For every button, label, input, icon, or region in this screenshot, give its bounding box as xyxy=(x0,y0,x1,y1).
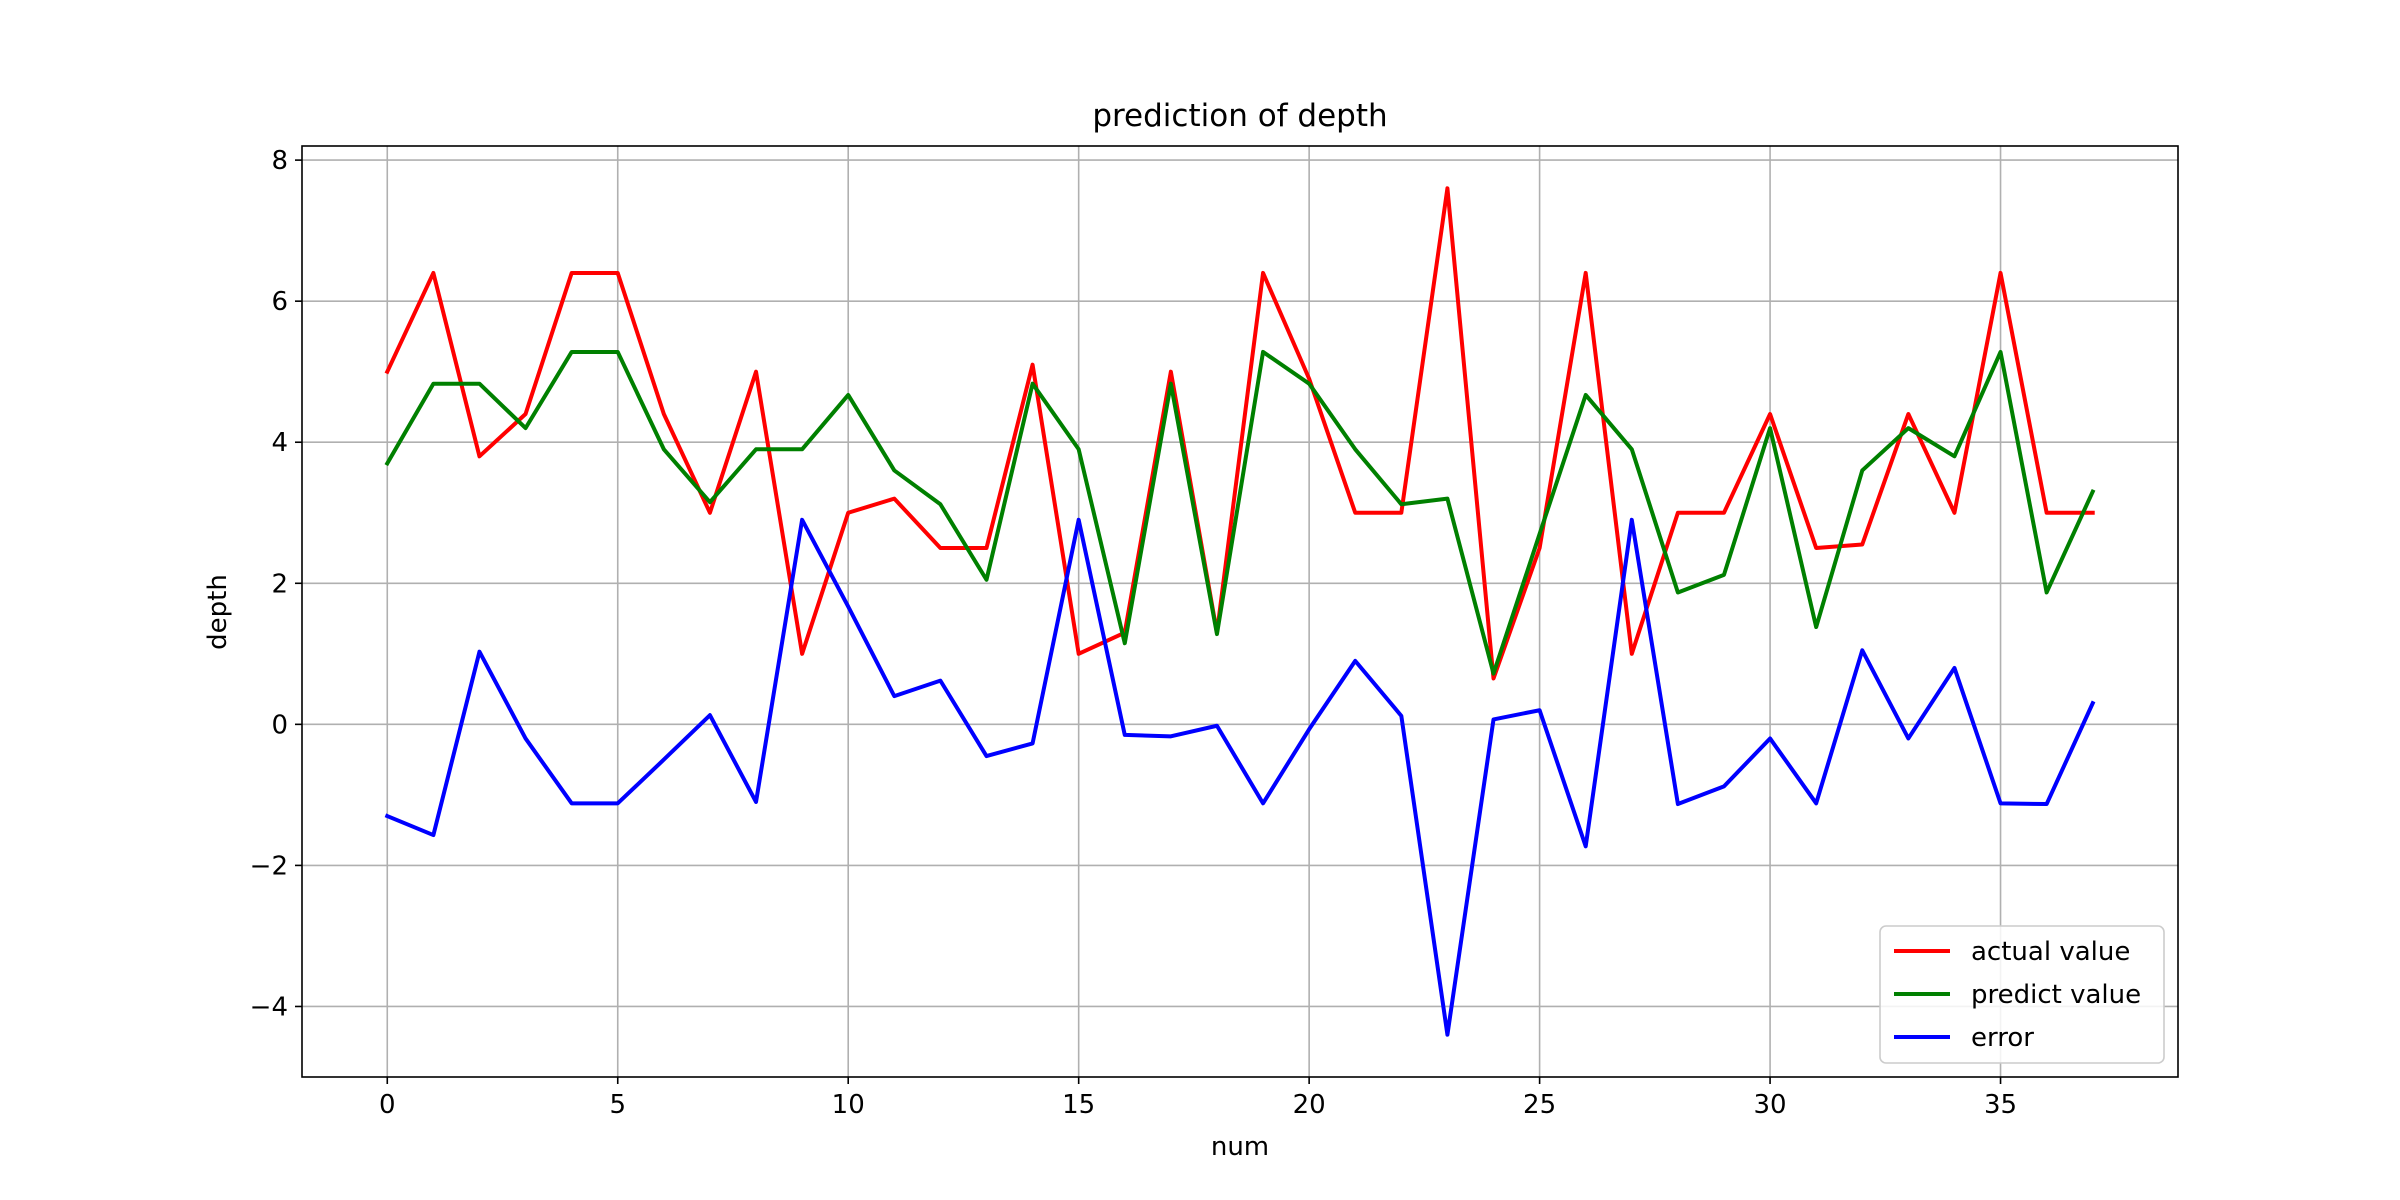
legend: actual value predict value error xyxy=(1879,925,2165,1064)
legend-label-predict: predict value xyxy=(1971,980,2141,1010)
y-tick-label: 2 xyxy=(271,569,288,599)
y-tick-label: 8 xyxy=(271,146,288,176)
chart-title: prediction of depth xyxy=(1092,98,1387,134)
x-tick-label: 35 xyxy=(1984,1090,2017,1120)
x-tick-label: 25 xyxy=(1523,1090,1556,1120)
y-tick-label: −4 xyxy=(250,992,288,1022)
predict-value-line xyxy=(384,349,2096,676)
legend-label-actual: actual value xyxy=(1971,937,2130,967)
axis-ticks: 0 5 10 15 20 25 30 35 −4 −2 0 2 4 6 8 xyxy=(250,146,2017,1120)
actual-value-line xyxy=(384,186,2095,681)
y-axis-title: depth xyxy=(203,574,233,650)
y-tick-label: 6 xyxy=(271,287,288,317)
legend-box xyxy=(1879,925,2165,1064)
error-line xyxy=(384,517,2096,1037)
y-tick-label: −2 xyxy=(250,851,288,881)
series-lines xyxy=(384,186,2096,1037)
x-tick-label: 30 xyxy=(1754,1090,1787,1120)
x-tick-label: 10 xyxy=(832,1090,865,1120)
x-tick-label: 15 xyxy=(1062,1090,1095,1120)
y-tick-label: 0 xyxy=(271,710,288,740)
y-tick-label: 4 xyxy=(271,428,288,458)
x-tick-label: 0 xyxy=(379,1090,396,1120)
plot-area-frame xyxy=(301,145,2179,1078)
x-axis-title: num xyxy=(1211,1132,1269,1162)
grid-lines xyxy=(302,146,2178,1077)
legend-label-error: error xyxy=(1971,1023,2034,1053)
x-tick-label: 5 xyxy=(609,1090,626,1120)
x-tick-label: 20 xyxy=(1293,1090,1326,1120)
